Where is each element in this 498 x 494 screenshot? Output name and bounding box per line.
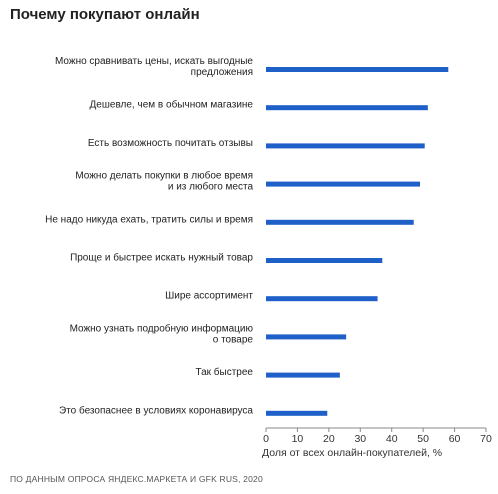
bar-chart: Можно сравнивать цены, искать выгодные пр… — [45, 56, 492, 459]
bar — [266, 219, 414, 225]
category-label: Дешевле, чем в обычном магазине — [90, 99, 254, 111]
x-axis-label: Доля от всех онлайн-покупателей, % — [262, 447, 442, 459]
bar — [266, 372, 340, 378]
bar — [266, 258, 383, 263]
source-note: ПО ДАННЫМ ОПРОСА ЯНДЕКС.МАРКЕТА И GFK RU… — [10, 474, 263, 484]
category-label: Можно узнать подробную информацию о товар… — [70, 322, 254, 345]
bar — [266, 143, 425, 149]
x-tick-label: 30 — [354, 433, 366, 445]
category-label: Проще и быстрее искать нужный товар — [70, 252, 253, 264]
x-tick-label: 60 — [449, 433, 461, 445]
category-label: Так быстрее — [195, 366, 253, 378]
x-tick-label: 50 — [417, 433, 429, 445]
category-label: Шире ассортимент — [165, 291, 253, 302]
x-tick-label: 0 — [263, 433, 269, 445]
bar — [266, 296, 378, 302]
bar — [266, 334, 347, 340]
x-tick-label: 10 — [292, 433, 304, 445]
bar — [266, 105, 428, 111]
bar — [266, 67, 449, 72]
bar — [266, 410, 328, 416]
category-label: Это безопаснее в условиях коронавируса — [59, 404, 253, 416]
x-tick-label: 40 — [386, 433, 398, 445]
x-tick-label: 20 — [323, 433, 335, 445]
category-label: Есть возможность почитать отзывы — [88, 138, 253, 149]
category-label: Можно делать покупки в любое время и из л… — [75, 170, 253, 193]
x-tick-label: 70 — [480, 433, 492, 445]
category-label: Не надо никуда ехать, тратить силы и вре… — [45, 214, 253, 225]
chart-title: Почему покупают онлайн — [10, 6, 200, 23]
category-label: Можно сравнивать цены, искать выгодные пр… — [55, 56, 253, 78]
bar — [266, 181, 420, 187]
